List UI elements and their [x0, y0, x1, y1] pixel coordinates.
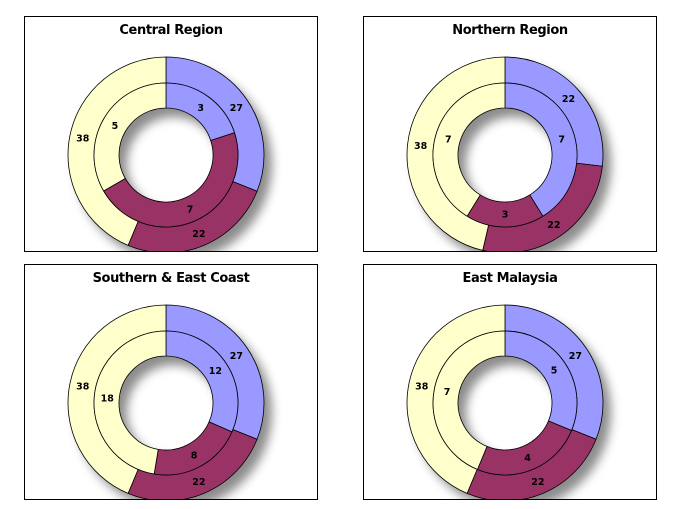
chart-panel-central: 27 22 38 3 7 5 Central Region	[24, 16, 318, 252]
outer-ring-data-label-2: 38	[415, 382, 429, 393]
chart-panel-southern: 27 22 38 12 8 18 Southern & East Coast	[24, 264, 318, 500]
chart-panel-east-malaysia: 27 22 38 5 4 7 East Malaysia	[363, 264, 657, 500]
inner-ring-data-label-2: 18	[101, 394, 115, 405]
inner-ring-data-label-2: 5	[112, 121, 119, 132]
chart-title: Central Region	[119, 23, 223, 38]
chart-panel-northern: 22 22 38 7 3 7 Northern Region	[363, 16, 657, 252]
inner-ring-data-label-1: 7	[187, 204, 194, 215]
donut-chart: 27 22 38 12 8 18	[67, 304, 272, 499]
inner-ring-data-label-1: 8	[191, 450, 198, 461]
donut-chart: 22 22 38 7 3 7	[406, 56, 611, 251]
inner-ring-data-label-1: 4	[524, 453, 531, 464]
outer-ring-data-label-1: 22	[547, 220, 560, 231]
outer-ring-data-label-0: 27	[230, 351, 243, 362]
outer-ring-data-label-2: 38	[76, 382, 90, 393]
chart-title: East Malaysia	[462, 271, 558, 286]
outer-ring-data-label-1: 22	[192, 229, 205, 240]
chart-title: Northern Region	[452, 23, 568, 38]
inner-ring-slice-1	[103, 132, 239, 228]
outer-ring-data-label-0: 22	[562, 94, 575, 105]
inner-ring-slice-2	[432, 330, 506, 470]
inner-ring-slice-2	[93, 82, 167, 192]
inner-ring-data-label-2: 7	[444, 387, 451, 398]
inner-ring-data-label-0: 5	[551, 366, 558, 377]
inner-ring-data-label-0: 3	[197, 103, 204, 114]
inner-ring-slice-0	[504, 82, 578, 217]
inner-ring-slice-2	[432, 82, 506, 217]
inner-ring-data-label-2: 7	[445, 134, 452, 145]
outer-ring-data-label-1: 22	[531, 477, 544, 488]
donut-chart: 27 22 38 3 7 5	[67, 56, 272, 251]
inner-ring-data-label-0: 7	[558, 134, 565, 145]
outer-ring-data-label-2: 38	[414, 141, 428, 152]
chart-title: Southern & East Coast	[92, 271, 250, 286]
outer-ring-data-label-1: 22	[192, 477, 205, 488]
outer-ring-data-label-0: 27	[569, 351, 582, 362]
inner-ring-data-label-1: 3	[502, 210, 509, 221]
inner-ring-slice-2	[93, 330, 167, 475]
inner-ring-data-label-0: 12	[209, 366, 222, 377]
outer-ring-data-label-0: 27	[230, 103, 243, 114]
outer-ring-data-label-2: 38	[76, 134, 90, 145]
